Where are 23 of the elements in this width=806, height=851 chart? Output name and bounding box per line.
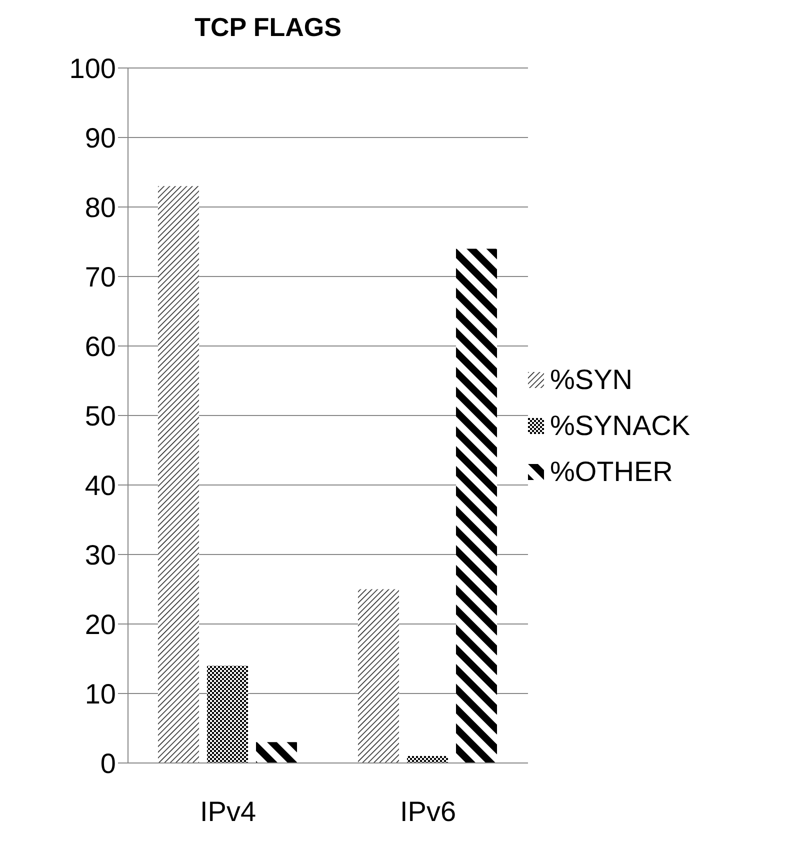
bar <box>456 248 497 763</box>
y-tick-label: 80 <box>84 192 116 223</box>
x-tick-label: IPv4 <box>200 796 256 827</box>
bar <box>207 666 248 763</box>
y-tick-label: 30 <box>84 539 116 570</box>
y-tick-label: 70 <box>84 261 116 292</box>
legend-label: %OTHER <box>550 456 673 488</box>
bar <box>407 756 448 763</box>
legend-label: %SYN <box>550 364 632 396</box>
y-tick-label: 90 <box>84 122 116 154</box>
bar <box>256 742 297 763</box>
y-tick-label: 40 <box>84 470 116 501</box>
bar <box>158 186 199 763</box>
y-tick-label: 60 <box>84 330 116 362</box>
y-tick-label: 100 <box>69 52 116 84</box>
y-tick-label: 50 <box>84 400 116 432</box>
y-tick-label: 10 <box>84 678 116 710</box>
legend-label: %SYNACK <box>550 410 690 442</box>
chart-title: TCP FLAGS <box>194 12 342 43</box>
y-tick-label: 0 <box>100 748 116 779</box>
x-tick-label: IPv6 <box>400 796 456 827</box>
bar <box>358 589 399 763</box>
y-tick-label: 20 <box>84 608 116 640</box>
